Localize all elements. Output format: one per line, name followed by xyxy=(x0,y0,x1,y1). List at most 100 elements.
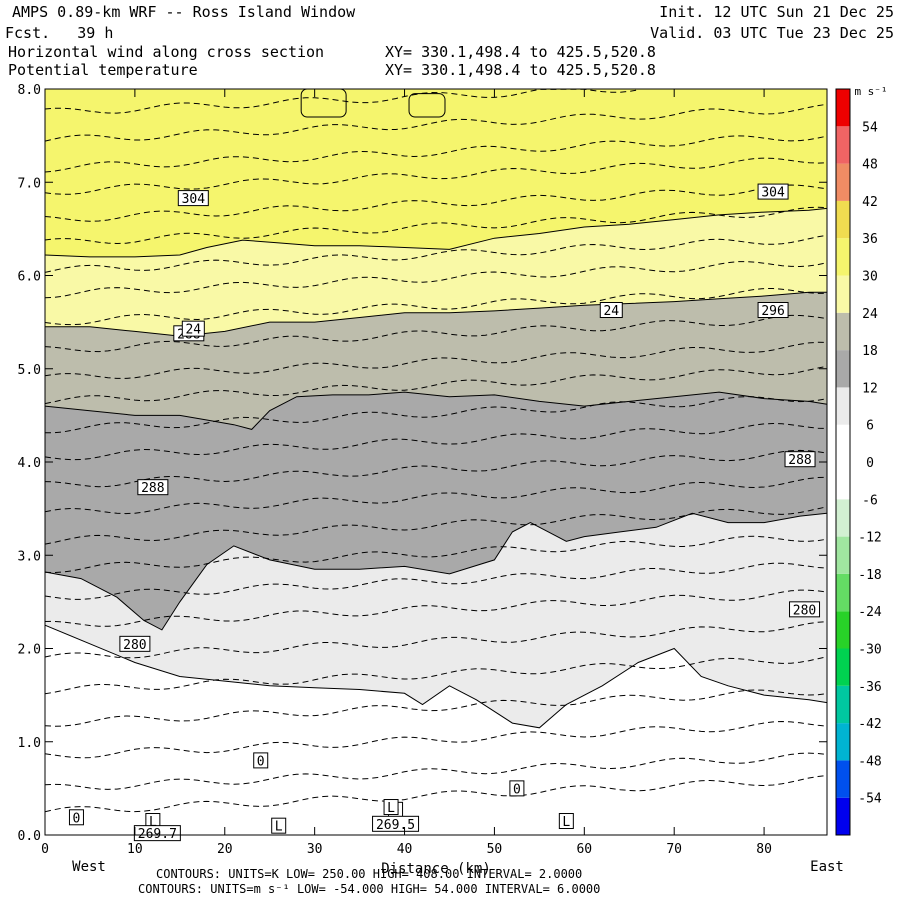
contour-label-box xyxy=(509,780,525,797)
theta-contour-13 xyxy=(44,396,828,434)
theta-contour-21 xyxy=(44,184,828,222)
field-wind-label: Horizontal wind along cross section xyxy=(8,43,325,61)
theta-contour-7 xyxy=(44,562,828,600)
contour-label-1: 304 xyxy=(757,183,789,201)
colorbar-tick-label: -6 xyxy=(862,493,878,508)
wind-band-30 xyxy=(45,89,827,257)
footer-theta-contours: CONTOURS: UNITS=K LOW= 250.00 HIGH= 408.… xyxy=(156,867,582,881)
contour-label-text: 24 xyxy=(185,323,201,338)
field-theta-label: Potential temperature xyxy=(8,61,198,79)
colorbar-segment xyxy=(836,126,850,164)
colorbar-tick-label: 18 xyxy=(862,344,878,359)
colorbar-segment xyxy=(836,611,850,649)
forecast-hour: Fcst. 39 h xyxy=(5,24,114,42)
plot-area: 30430424296288242882882802800000LLLL269.… xyxy=(44,88,828,842)
contour-label-text: L xyxy=(275,820,283,835)
colorbar-segment xyxy=(836,648,850,686)
colorbar-tick-label: 6 xyxy=(866,419,874,434)
colorbar-tick-label: 36 xyxy=(862,232,878,247)
contour-label-17: L xyxy=(558,813,574,830)
y-tick-label: 1.0 xyxy=(18,736,41,751)
theta-contour-25 xyxy=(44,88,639,114)
theta-contour-16 xyxy=(44,314,828,353)
contour-label-11: 0 xyxy=(509,780,525,797)
y-tick-label: 2.0 xyxy=(18,643,41,658)
theta-contour-4 xyxy=(44,656,828,695)
theta-contour-17 xyxy=(44,287,827,326)
x-tick-label: 40 xyxy=(397,842,413,857)
footer: CONTOURS: UNITS=K LOW= 250.00 HIGH= 408.… xyxy=(138,867,600,896)
y-tick-label: 3.0 xyxy=(18,549,41,564)
colorbar-segment xyxy=(836,200,850,239)
colorbar-tick-label: 48 xyxy=(862,158,878,173)
colorbar-segment xyxy=(836,573,850,612)
colorbar-units: m s⁻¹ xyxy=(854,85,887,98)
theta-contour-11 xyxy=(44,449,828,488)
theta-contour-6 xyxy=(44,589,828,627)
contour-label-box xyxy=(181,320,205,337)
title-left: AMPS 0.89-km WRF -- Ross Island Window xyxy=(12,3,356,21)
x-tick-label: 50 xyxy=(487,842,503,857)
theta-contour-9 xyxy=(44,506,828,545)
contour-label-box xyxy=(558,813,574,830)
contour-label-3: 296 xyxy=(757,302,789,319)
colorbar-tick-label: 24 xyxy=(862,307,878,322)
colorbar-segment xyxy=(836,89,850,127)
contour-label-2: 24 xyxy=(599,302,623,319)
contour-label-box xyxy=(177,190,209,207)
y-tick-label: 8.0 xyxy=(18,83,41,98)
y-tick-label: 4.0 xyxy=(18,456,41,471)
theta-contour-0 xyxy=(44,775,828,813)
theta-contour-19 xyxy=(44,234,828,273)
x-tick-label: 60 xyxy=(576,842,592,857)
contour-label-text: L xyxy=(562,815,570,830)
contour-label-text: 288 xyxy=(141,481,164,496)
contour-label-text: 296 xyxy=(761,304,784,319)
contour-label-box xyxy=(372,815,420,832)
contour-label-7: 288 xyxy=(137,479,169,496)
theta-contour-18 xyxy=(44,261,828,299)
contour-label-text: 269.5 xyxy=(376,818,415,833)
colorbar-tick-label: 42 xyxy=(862,195,878,210)
theta-contour-3 xyxy=(44,689,828,727)
contour-label-box xyxy=(784,451,816,468)
contour-label-text: 304 xyxy=(761,186,785,201)
contour-label-text: L xyxy=(149,815,157,830)
contour-label-text: 280 xyxy=(123,638,146,653)
contour-label-text: 0 xyxy=(73,811,81,826)
x-tick-label: 0 xyxy=(41,842,49,857)
xy-range-1: XY= 330.1,498.4 to 425.5,520.8 xyxy=(385,43,656,61)
contour-label-5: 24 xyxy=(181,320,205,338)
wind-contour-30 xyxy=(44,207,828,258)
colorbar-segment xyxy=(836,350,850,388)
contour-label-6: 288 xyxy=(784,451,816,468)
wind-contour-12 xyxy=(44,512,828,631)
colorbar-tick-label: 0 xyxy=(866,456,874,471)
colorbar-segment xyxy=(836,797,850,835)
contour-label-box xyxy=(271,817,287,834)
colorbar-segment xyxy=(836,723,850,761)
theta-contour-23 xyxy=(44,135,828,173)
colorbar-tick-label: -42 xyxy=(858,717,881,732)
contour-label-box xyxy=(133,825,181,842)
x-tick-label: 30 xyxy=(307,842,323,857)
colorbar-tick-label: -30 xyxy=(858,643,881,658)
x-tick-label: 20 xyxy=(217,842,233,857)
contour-label-box xyxy=(599,302,623,319)
contour-label-box xyxy=(119,635,151,652)
x-tick-label: 10 xyxy=(127,842,143,857)
contour-label-12: 0 xyxy=(68,809,84,826)
contour-label-18: 269.7 xyxy=(133,825,181,842)
y-tick-label: 0.0 xyxy=(18,829,41,844)
theta-contour-20 xyxy=(44,206,828,245)
contour-label-text: L xyxy=(387,801,395,816)
colorbar-segment xyxy=(836,387,850,425)
contour-label-text: 280 xyxy=(793,603,816,618)
colorbar-segment xyxy=(836,536,850,574)
contour-label-8: 280 xyxy=(789,601,821,618)
colorbar-segment xyxy=(836,163,850,201)
colorbar-frame xyxy=(835,88,851,836)
theta-contour-12 xyxy=(44,422,828,461)
